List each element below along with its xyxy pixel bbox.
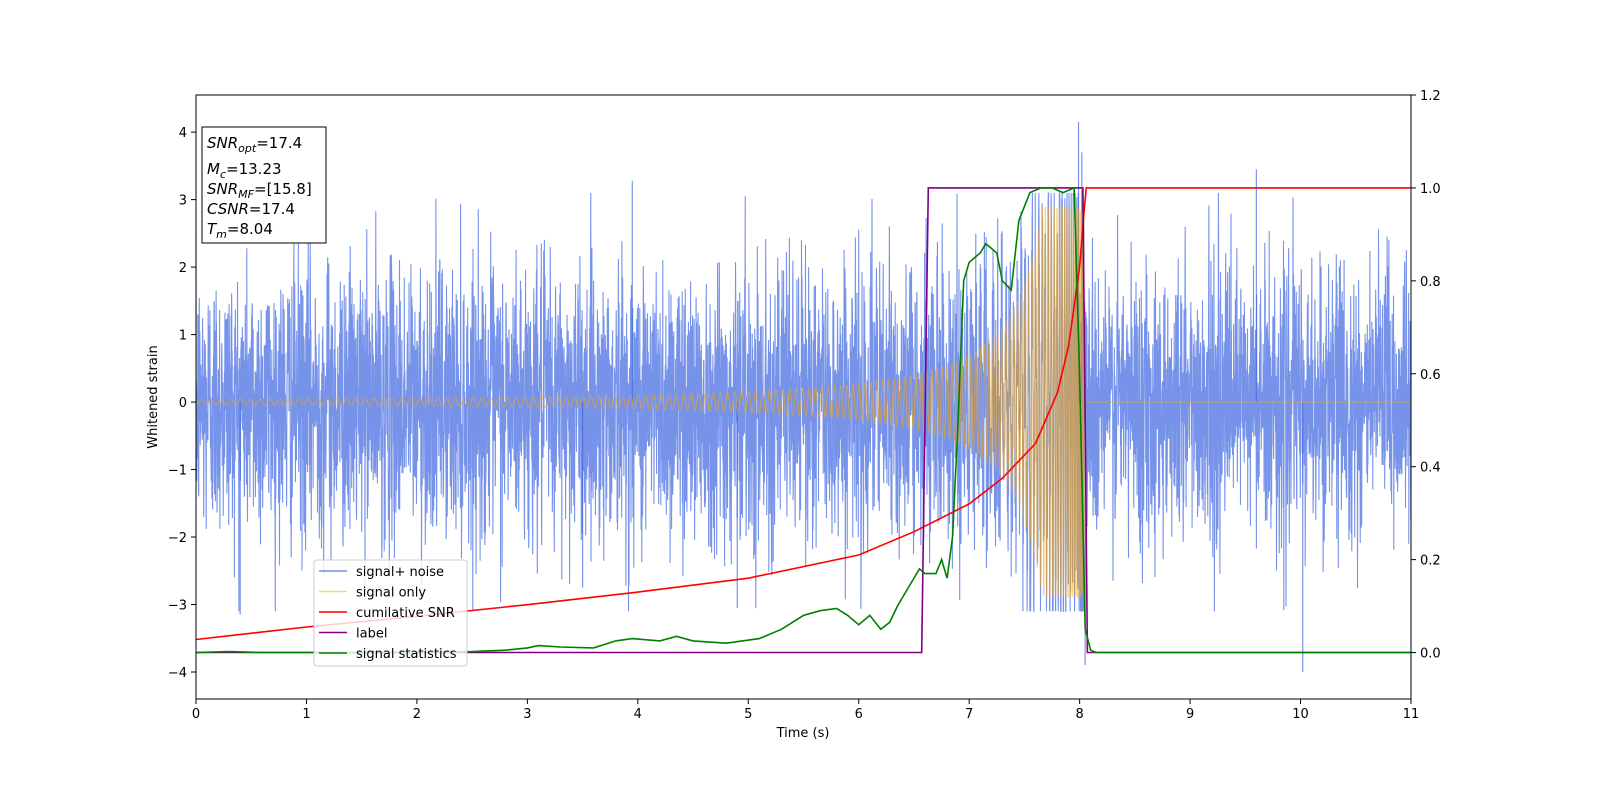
y-axis-label: Whitened strain [146, 345, 161, 448]
series-layer [196, 121, 1411, 673]
legend-label: label [356, 627, 387, 642]
left-y-tick-label: −4 [168, 666, 187, 681]
x-tick-label: 6 [855, 707, 863, 722]
x-tick-label: 1 [302, 707, 310, 722]
x-tick-label: 7 [965, 707, 973, 722]
left-y-tick-label: 3 [179, 194, 187, 209]
left-y-tick-label: 2 [179, 261, 187, 276]
right-y-axis-ticks: 0.0 0.2 0.4 0.6 0.8 1.0 1.2 [1411, 89, 1441, 662]
right-y-tick-label: 1.2 [1420, 89, 1441, 104]
left-y-tick-label: 0 [179, 396, 187, 411]
annotation-line: CSNR [207, 200, 249, 218]
right-y-tick-label: 1.0 [1420, 182, 1441, 197]
left-y-axis-ticks: −4 −3 −2 −1 0 1 2 3 4 [168, 126, 196, 681]
series-signal-noise-line [196, 192, 1411, 612]
x-axis-ticks: 0 1 2 3 4 5 6 7 8 9 10 11 [192, 699, 1419, 722]
x-tick-label: 11 [1403, 707, 1420, 722]
x-tick-label: 9 [1186, 707, 1194, 722]
annotation-line: T [207, 220, 218, 238]
annotation-line: M [207, 160, 220, 178]
x-tick-label: 2 [413, 707, 421, 722]
legend-label: signal+ noise [356, 565, 444, 580]
annotation-line: SNR [207, 134, 238, 152]
annotation-text: SNRopt=17.4 Mc=13.23 SNRMF=[15.8] CSNR=17.4… [207, 134, 312, 241]
right-y-tick-label: 0.2 [1420, 554, 1441, 569]
right-y-tick-label: 0.6 [1420, 368, 1441, 383]
left-y-tick-label: −3 [168, 599, 187, 614]
series-signal-only-line [196, 206, 1411, 598]
left-y-tick-label: 1 [179, 329, 187, 344]
left-y-tick-label: −1 [168, 464, 187, 479]
x-tick-label: 10 [1292, 707, 1309, 722]
left-y-tick-label: 4 [179, 126, 187, 141]
x-tick-label: 0 [192, 707, 200, 722]
legend-label: signal only [356, 586, 426, 601]
legend-label: cumilative SNR [356, 606, 455, 621]
x-axis-label: Time (s) [776, 726, 830, 741]
legend: signal+ noise signal only cumilative SNR la… [313, 559, 468, 667]
plot-frame [195, 94, 1412, 700]
series-signal-statistics-line [196, 186, 1411, 654]
series-cumulative-snr-line [196, 187, 1411, 641]
right-y-tick-label: 0.0 [1420, 647, 1441, 662]
annotation-box: SNRopt=17.4 Mc=13.23 SNRMF=[15.8] CSNR=17.4… [201, 126, 327, 244]
left-y-tick-label: −2 [168, 531, 187, 546]
x-tick-label: 4 [634, 707, 642, 722]
legend-label: signal statistics [356, 647, 457, 662]
right-y-tick-label: 0.4 [1420, 461, 1441, 476]
x-tick-label: 3 [523, 707, 531, 722]
right-y-tick-label: 0.8 [1420, 275, 1441, 290]
x-tick-label: 8 [1075, 707, 1083, 722]
annotation-line: SNR [207, 180, 238, 198]
x-tick-label: 5 [744, 707, 752, 722]
